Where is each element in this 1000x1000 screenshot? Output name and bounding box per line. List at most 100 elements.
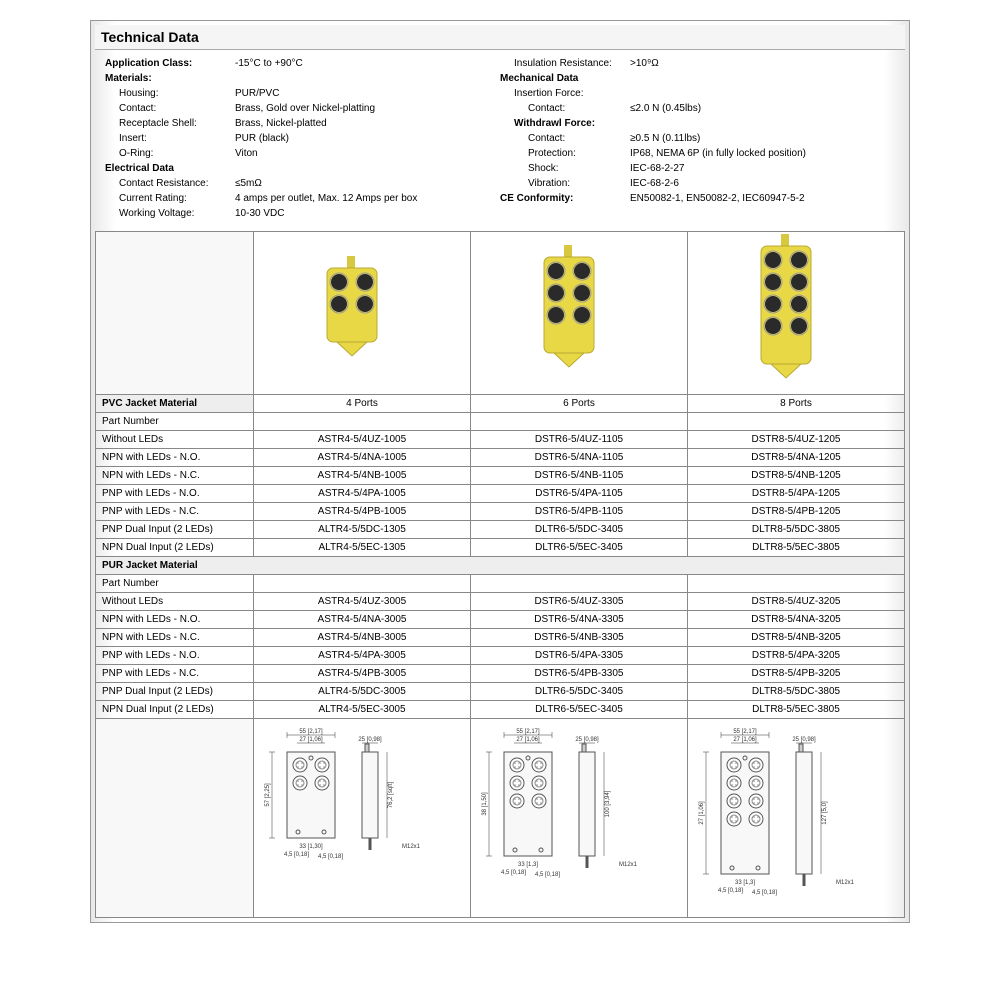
svg-text:55 [2,17]: 55 [2,17]	[516, 729, 540, 735]
part-number: ASTR4-5/4UZ-3005	[254, 593, 471, 611]
part-number: DSTR6-5/4PB-3305	[471, 665, 688, 683]
spec-label: Insert:	[105, 131, 235, 146]
part-number: DSTR8-5/4NB-3205	[688, 629, 905, 647]
part-number: DSTR8-5/4PB-1205	[688, 503, 905, 521]
diagram-cell: 55 [2,17] 27 [1,06] 38 [1,50] 33 [1,3] 4…	[471, 719, 688, 918]
connector-image	[751, 234, 841, 392]
spec-value: Viton	[235, 146, 258, 161]
spec-value: ≤2.0 N (0.45lbs)	[630, 101, 701, 116]
spec-value: -15°C to +90°C	[235, 56, 303, 71]
spec-label: Shock:	[500, 161, 630, 176]
dimension-diagram: 55 [2,17] 27 [1,06] 27 [1,06] 33 [1,3] 4…	[696, 727, 896, 909]
spec-label: O-Ring:	[105, 146, 235, 161]
spec-value: PUR (black)	[235, 131, 289, 146]
diagram-cell: 55 [2,17] 27 [1,06] 27 [1,06] 33 [1,3] 4…	[688, 719, 905, 918]
spec-label: Receptacle Shell:	[105, 116, 235, 131]
part-number: ASTR4-5/4PB-3005	[254, 665, 471, 683]
svg-text:4,5 [0,18]: 4,5 [0,18]	[284, 852, 309, 858]
diagram-cell: 55 [2,17] 27 [1,06] 57 [2,25] 33 [1,30] …	[254, 719, 471, 918]
row-label: Without LEDs	[96, 431, 254, 449]
part-number: DSTR6-5/4PA-3305	[471, 647, 688, 665]
spec-label: Contact:	[500, 101, 630, 116]
dimension-diagram: 55 [2,17] 27 [1,06] 57 [2,25] 33 [1,30] …	[262, 727, 462, 873]
spec-label: Working Voltage:	[105, 206, 235, 221]
section-header: PVC Jacket Material	[96, 395, 254, 413]
column-header: 8 Ports	[688, 395, 905, 413]
svg-text:4,5 [0,18]: 4,5 [0,18]	[535, 872, 560, 878]
spec-label: Vibration:	[500, 176, 630, 191]
svg-text:25 [0,98]: 25 [0,98]	[575, 737, 599, 743]
spec-value: PUR/PVC	[235, 86, 279, 101]
spec-label: Insertion Force:	[500, 86, 630, 101]
part-number: DLTR6-5/5EC-3405	[471, 539, 688, 557]
svg-text:55 [2,17]: 55 [2,17]	[733, 729, 757, 735]
spec-label: Withdrawl Force:	[500, 116, 630, 131]
part-number: DSTR8-5/4PA-1205	[688, 485, 905, 503]
part-number: DSTR6-5/4PA-1105	[471, 485, 688, 503]
part-number: DLTR8-5/5EC-3805	[688, 539, 905, 557]
svg-text:38 [1,50]: 38 [1,50]	[482, 792, 488, 816]
row-label: PNP with LEDs - N.O.	[96, 485, 254, 503]
svg-text:M12x1: M12x1	[619, 862, 638, 868]
svg-text:27 [1,06]: 27 [1,06]	[299, 737, 323, 743]
column-header: 6 Ports	[471, 395, 688, 413]
svg-text:25 [0,98]: 25 [0,98]	[792, 737, 816, 743]
row-label: Without LEDs	[96, 593, 254, 611]
row-label: PNP with LEDs - N.O.	[96, 647, 254, 665]
part-number: DSTR8-5/4UZ-1205	[688, 431, 905, 449]
part-number: DLTR6-5/5EC-3405	[471, 701, 688, 719]
part-number: DSTR6-5/4UZ-3305	[471, 593, 688, 611]
svg-text:M12x1: M12x1	[836, 880, 855, 886]
specs-left-col: Application Class:-15°C to +90°CMaterial…	[105, 56, 500, 221]
row-label: PNP Dual Input (2 LEDs)	[96, 683, 254, 701]
part-number: DSTR6-5/4NB-1105	[471, 467, 688, 485]
svg-text:33 [1,30]: 33 [1,30]	[299, 844, 323, 850]
part-number: DLTR6-5/5DC-3405	[471, 521, 688, 539]
spec-value: IEC-68-2-6	[630, 176, 679, 191]
svg-text:57 [2,25]: 57 [2,25]	[265, 783, 271, 807]
svg-text:M12x1: M12x1	[402, 844, 421, 850]
part-number: DLTR8-5/5DC-3805	[688, 521, 905, 539]
svg-text:27 [1,06]: 27 [1,06]	[516, 737, 540, 743]
spec-label: Materials:	[105, 71, 235, 86]
empty-cell	[96, 719, 254, 918]
spec-label: Insulation Resistance:	[500, 56, 630, 71]
part-number-label: Part Number	[96, 413, 254, 431]
spec-label: Current Rating:	[105, 191, 235, 206]
technical-data-panel: Technical Data Application Class:-15°C t…	[90, 20, 910, 923]
part-number: ASTR4-5/4UZ-1005	[254, 431, 471, 449]
spec-label: Contact:	[500, 131, 630, 146]
svg-text:33 [1,3]: 33 [1,3]	[735, 880, 755, 886]
svg-text:4,5 [0,18]: 4,5 [0,18]	[718, 888, 743, 894]
part-number: DLTR6-5/5DC-3405	[471, 683, 688, 701]
part-number: ASTR4-5/4PB-1005	[254, 503, 471, 521]
part-number: ALTR4-5/5DC-1305	[254, 521, 471, 539]
part-number: DSTR8-5/4PA-3205	[688, 647, 905, 665]
svg-text:4,5 [0,18]: 4,5 [0,18]	[752, 890, 777, 896]
row-label: NPN Dual Input (2 LEDs)	[96, 539, 254, 557]
row-label: NPN with LEDs - N.C.	[96, 467, 254, 485]
part-number: ASTR4-5/4NA-1005	[254, 449, 471, 467]
part-number: DSTR6-5/4NA-1105	[471, 449, 688, 467]
part-number: DSTR8-5/4PB-3205	[688, 665, 905, 683]
svg-text:127 [5,0]: 127 [5,0]	[822, 801, 828, 825]
part-number: ASTR4-5/4PA-1005	[254, 485, 471, 503]
part-number: DLTR8-5/5EC-3805	[688, 701, 905, 719]
part-number: DSTR8-5/4NB-1205	[688, 467, 905, 485]
spec-value: 4 amps per outlet, Max. 12 Amps per box	[235, 191, 417, 206]
spec-label: Contact:	[105, 101, 235, 116]
part-number: ALTR4-5/5DC-3005	[254, 683, 471, 701]
section-header: PUR Jacket Material	[96, 557, 905, 575]
spec-label: Protection:	[500, 146, 630, 161]
spec-value: ≤5mΩ	[235, 176, 262, 191]
row-label: NPN with LEDs - N.O.	[96, 449, 254, 467]
part-number: DSTR6-5/4PB-1105	[471, 503, 688, 521]
spec-label: Application Class:	[105, 56, 235, 71]
spec-value: Brass, Gold over Nickel-platting	[235, 101, 375, 116]
svg-text:4,5 [0,18]: 4,5 [0,18]	[501, 870, 526, 876]
spec-value: ≥0.5 N (0.11lbs)	[630, 131, 700, 146]
spec-value: 10-30 VDC	[235, 206, 284, 221]
dimension-diagram: 55 [2,17] 27 [1,06] 38 [1,50] 33 [1,3] 4…	[479, 727, 679, 891]
svg-text:27 [1,06]: 27 [1,06]	[733, 737, 757, 743]
part-number: DSTR6-5/4UZ-1105	[471, 431, 688, 449]
